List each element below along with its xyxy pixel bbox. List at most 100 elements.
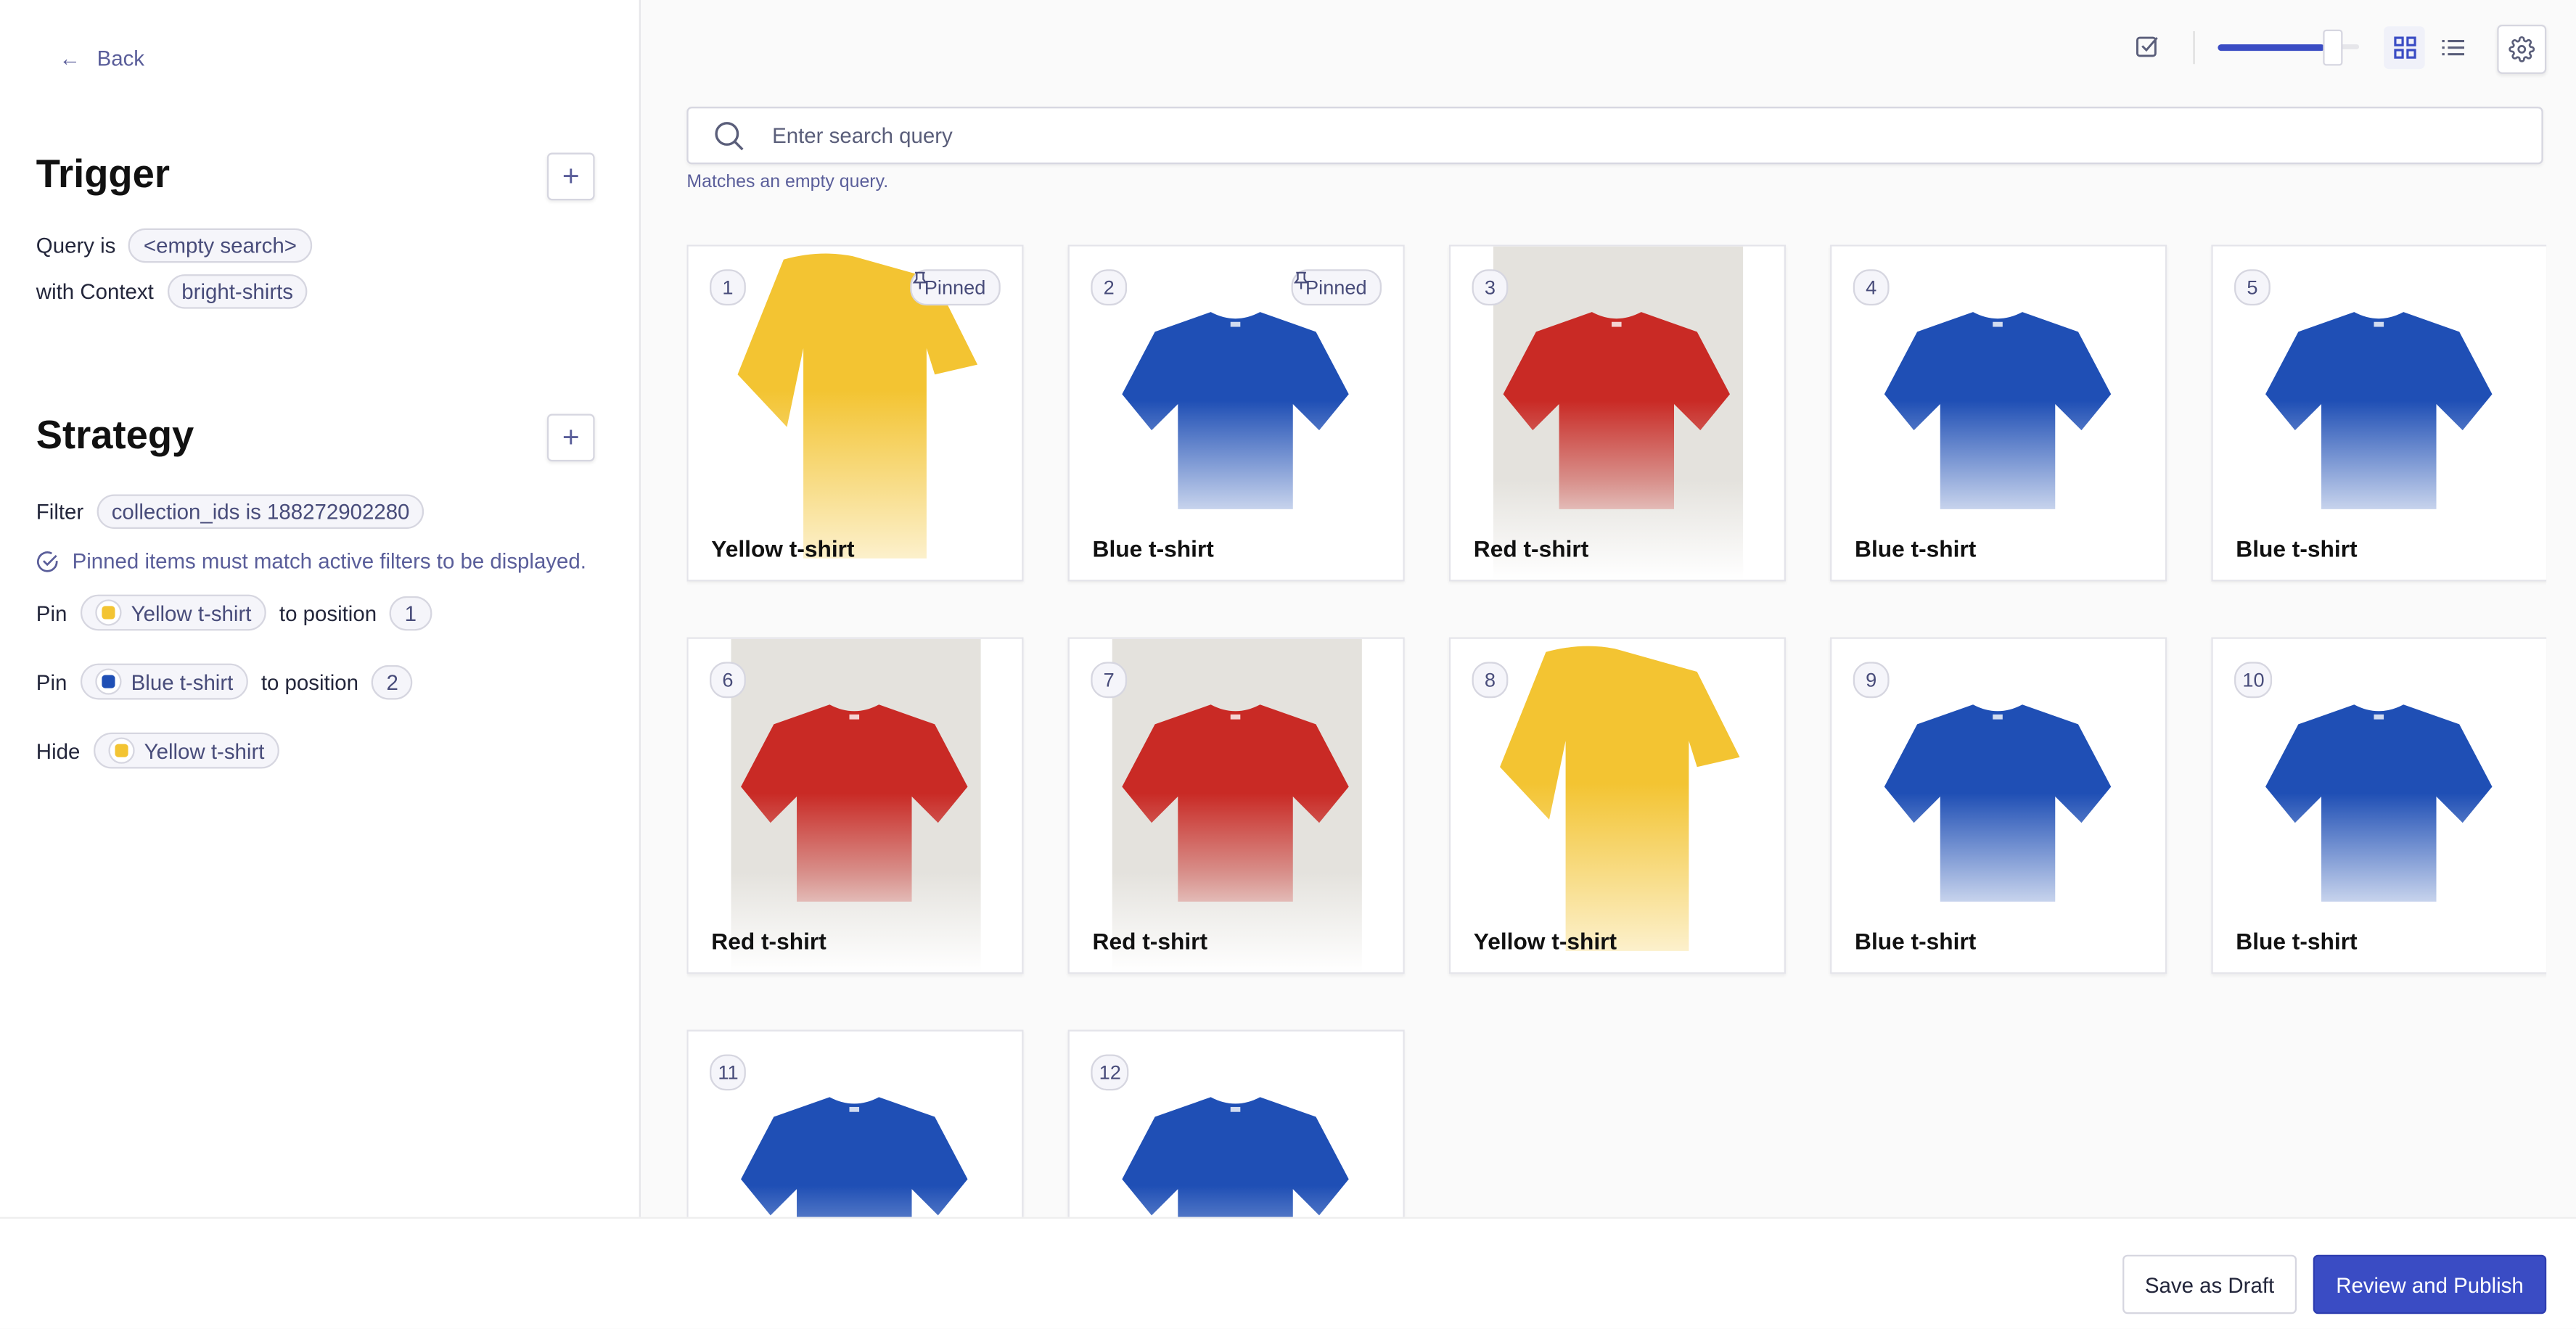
result-card[interactable]: 3 Red t-shirt: [1448, 244, 1786, 582]
rule-action: Hide: [36, 738, 81, 763]
result-title: Blue t-shirt: [1855, 928, 1977, 955]
rule-item-chip[interactable]: Yellow t-shirt: [93, 732, 279, 769]
position-badge: 1: [710, 269, 746, 306]
rule-to-label: to position: [279, 600, 377, 625]
result-card[interactable]: 1 Pinned Yellow t-shirt: [686, 244, 1024, 582]
toolbar-divider: [2193, 31, 2195, 65]
result-title: Red t-shirt: [1473, 535, 1589, 562]
result-card[interactable]: 7 Red t-shirt: [1067, 637, 1405, 974]
position-badge: 12: [1091, 1054, 1130, 1091]
result-card[interactable]: 10 Blue t-shirt: [2211, 637, 2547, 974]
context-condition: with Context bright-shirts: [36, 274, 308, 309]
tshirt-image: [1122, 312, 1349, 509]
tshirt-image: [1112, 638, 1362, 973]
pinned-label: Pinned: [924, 276, 986, 300]
grid-icon: [2393, 36, 2416, 59]
back-link[interactable]: ← Back: [60, 46, 145, 70]
result-title: Yellow t-shirt: [1473, 928, 1617, 955]
zoom-slider-fill: [2218, 43, 2325, 51]
grid-view-button[interactable]: [2384, 26, 2425, 70]
result-title: Blue t-shirt: [2236, 535, 2358, 562]
rule-position-chip[interactable]: 1: [390, 595, 432, 630]
result-card[interactable]: 5 Blue t-shirt: [2211, 244, 2547, 582]
rule-item-chip[interactable]: Blue t-shirt: [80, 663, 248, 700]
add-trigger-button[interactable]: +: [546, 152, 595, 201]
pinned-note: Pinned items must match active filters t…: [36, 548, 586, 573]
context-label: with Context: [36, 279, 154, 304]
plus-icon: +: [562, 159, 580, 192]
search-icon: [715, 120, 744, 150]
filter-chip[interactable]: collection_ids is 188272902280: [97, 494, 424, 530]
filter-row: Filter collection_ids is 188272902280: [36, 494, 424, 530]
note-text: Pinned items must match active filters t…: [72, 548, 586, 574]
tshirt-image: [1493, 246, 1744, 580]
result-title: Red t-shirt: [1092, 928, 1208, 955]
result-title: Blue t-shirt: [1855, 535, 1977, 562]
result-title: Red t-shirt: [711, 928, 826, 955]
plus-icon: +: [562, 420, 580, 453]
check-circle-icon: [37, 550, 58, 572]
result-card[interactable]: 2 Pinned Blue t-shirt: [1067, 244, 1405, 582]
context-chip[interactable]: bright-shirts: [166, 274, 308, 309]
list-icon: [2441, 40, 2464, 56]
pinned-badge: Pinned: [909, 269, 1001, 306]
result-title: Yellow t-shirt: [711, 535, 855, 562]
position-badge: 11: [710, 1054, 747, 1091]
search-hint: Matches an empty query.: [686, 172, 889, 192]
result-card[interactable]: 12 Blue t-shirt: [1067, 1029, 1405, 1217]
position-badge: 8: [1472, 662, 1509, 699]
tshirt-image: [737, 253, 978, 559]
select-checkbox-icon[interactable]: [2133, 23, 2162, 73]
rule-position-chip[interactable]: 2: [372, 664, 414, 699]
result-card[interactable]: 8 Yellow t-shirt: [1448, 637, 1786, 974]
shirt-thumbnail-icon: [107, 737, 135, 764]
add-strategy-button[interactable]: +: [546, 413, 595, 462]
rule-item-label: Yellow t-shirt: [131, 600, 252, 625]
query-chip[interactable]: <empty search>: [128, 228, 312, 263]
rule-hide: Hide Yellow t-shirt: [36, 732, 279, 769]
results-grid: 1 Pinned Yellow t-shirt 2 Pinned Blue t-…: [686, 244, 2547, 1217]
result-card[interactable]: 6 Red t-shirt: [686, 637, 1024, 974]
gear-icon: [2509, 36, 2535, 62]
result-card[interactable]: 11 Blue t-shirt: [686, 1029, 1024, 1217]
trigger-heading: Trigger: [36, 152, 171, 197]
filter-label: Filter: [36, 499, 84, 524]
position-badge: 6: [710, 662, 746, 699]
tshirt-image: [1500, 646, 1740, 951]
list-view-button[interactable]: [2432, 26, 2473, 69]
position-badge: 7: [1091, 662, 1128, 699]
pinned-label: Pinned: [1305, 276, 1367, 300]
tshirt-image: [731, 638, 981, 973]
rule-action: Pin: [36, 600, 67, 625]
pinned-badge: Pinned: [1290, 269, 1382, 306]
pin-icon: [1293, 271, 1308, 289]
zoom-slider[interactable]: [2218, 29, 2360, 66]
search-box[interactable]: [686, 107, 2543, 165]
query-label: Query is: [36, 233, 116, 258]
rule-item-chip[interactable]: Yellow t-shirt: [80, 594, 266, 631]
save-draft-button[interactable]: Save as Draft: [2122, 1254, 2297, 1314]
tshirt-image: [2265, 704, 2493, 902]
position-badge: 5: [2234, 269, 2271, 306]
rule-pin-1: Pin Yellow t-shirt to position 1: [36, 594, 432, 631]
result-title: Blue t-shirt: [2236, 928, 2358, 955]
arrow-left-icon: ←: [59, 46, 81, 71]
zoom-slider-handle[interactable]: [2322, 29, 2343, 66]
tshirt-image: [1122, 1097, 1349, 1217]
tshirt-image: [741, 1097, 968, 1217]
search-input[interactable]: [768, 121, 2419, 150]
position-badge: 9: [1853, 662, 1890, 699]
result-card[interactable]: 4 Blue t-shirt: [1830, 244, 2167, 582]
result-title: Blue t-shirt: [1092, 535, 1214, 562]
query-condition: Query is <empty search>: [36, 228, 312, 263]
shirt-thumbnail-icon: [94, 599, 122, 626]
result-card[interactable]: 9 Blue t-shirt: [1830, 637, 2167, 974]
settings-button[interactable]: [2497, 24, 2547, 74]
review-publish-button[interactable]: Review and Publish: [2313, 1254, 2547, 1314]
rule-to-label: to position: [261, 669, 359, 694]
position-badge: 3: [1472, 269, 1509, 306]
strategy-heading: Strategy: [36, 413, 194, 458]
position-badge: 4: [1853, 269, 1890, 306]
rule-action: Pin: [36, 669, 67, 694]
